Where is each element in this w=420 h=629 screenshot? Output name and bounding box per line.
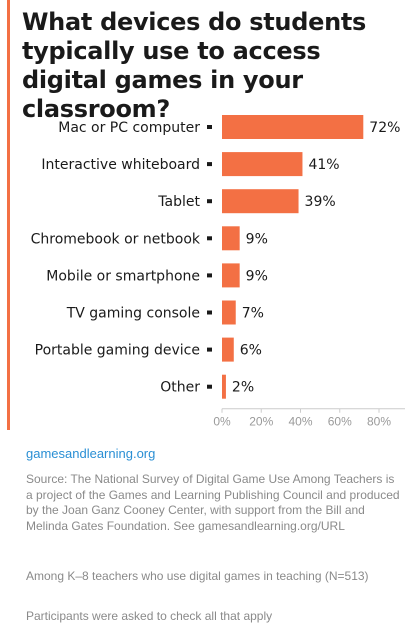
method-note: Participants were asked to check all tha…: [26, 609, 273, 623]
category-tick-mark: [207, 273, 212, 278]
value-label: 9%: [246, 231, 268, 247]
category-tick-mark: [207, 384, 212, 389]
value-label: 6%: [240, 343, 262, 359]
bar: [222, 152, 303, 177]
category-label: Other: [160, 380, 200, 396]
sample-note: Among K–8 teachers who use digital games…: [26, 569, 369, 583]
category-tick-mark: [207, 347, 212, 352]
x-tick-label: 80%: [367, 415, 391, 429]
value-label: 72%: [369, 120, 400, 136]
source-note: Source: The National Survey of Digital G…: [26, 472, 400, 533]
category-label: Tablet: [157, 194, 200, 210]
category-label: Portable gaming device: [35, 343, 200, 359]
chart-title: What devices do students typically use t…: [22, 8, 367, 123]
x-tick-label: 20%: [249, 415, 273, 429]
value-label: 39%: [305, 194, 336, 210]
category-tick-mark: [207, 310, 212, 315]
bar: [222, 337, 234, 362]
source-link[interactable]: gamesandlearning.org: [26, 446, 156, 461]
category-label: TV gaming console: [66, 306, 200, 322]
x-tick-label: 60%: [328, 415, 352, 429]
accent-rule: [7, 0, 10, 430]
bar-chart: Mac or PC computer 72% Interactive whitebo…: [31, 115, 405, 429]
bar: [222, 300, 236, 325]
value-label: 9%: [246, 268, 268, 284]
category-label: Mac or PC computer: [58, 120, 200, 136]
category-tick-mark: [207, 125, 212, 129]
bar: [222, 189, 299, 214]
category-label: Interactive whiteboard: [41, 157, 200, 173]
category-tick-mark: [207, 162, 212, 167]
bar: [222, 263, 240, 288]
category-tick-mark: [207, 199, 212, 204]
value-label: 7%: [242, 306, 264, 322]
x-tick-label: 0%: [213, 415, 231, 429]
bar: [222, 374, 226, 399]
category-tick-mark: [207, 236, 212, 241]
value-label: 2%: [232, 380, 254, 396]
category-label: Chromebook or netbook: [31, 231, 201, 247]
bar: [222, 226, 240, 251]
value-label: 41%: [308, 157, 339, 173]
x-tick-label: 40%: [288, 415, 312, 429]
category-label: Mobile or smartphone: [46, 268, 200, 284]
bar: [222, 115, 364, 139]
